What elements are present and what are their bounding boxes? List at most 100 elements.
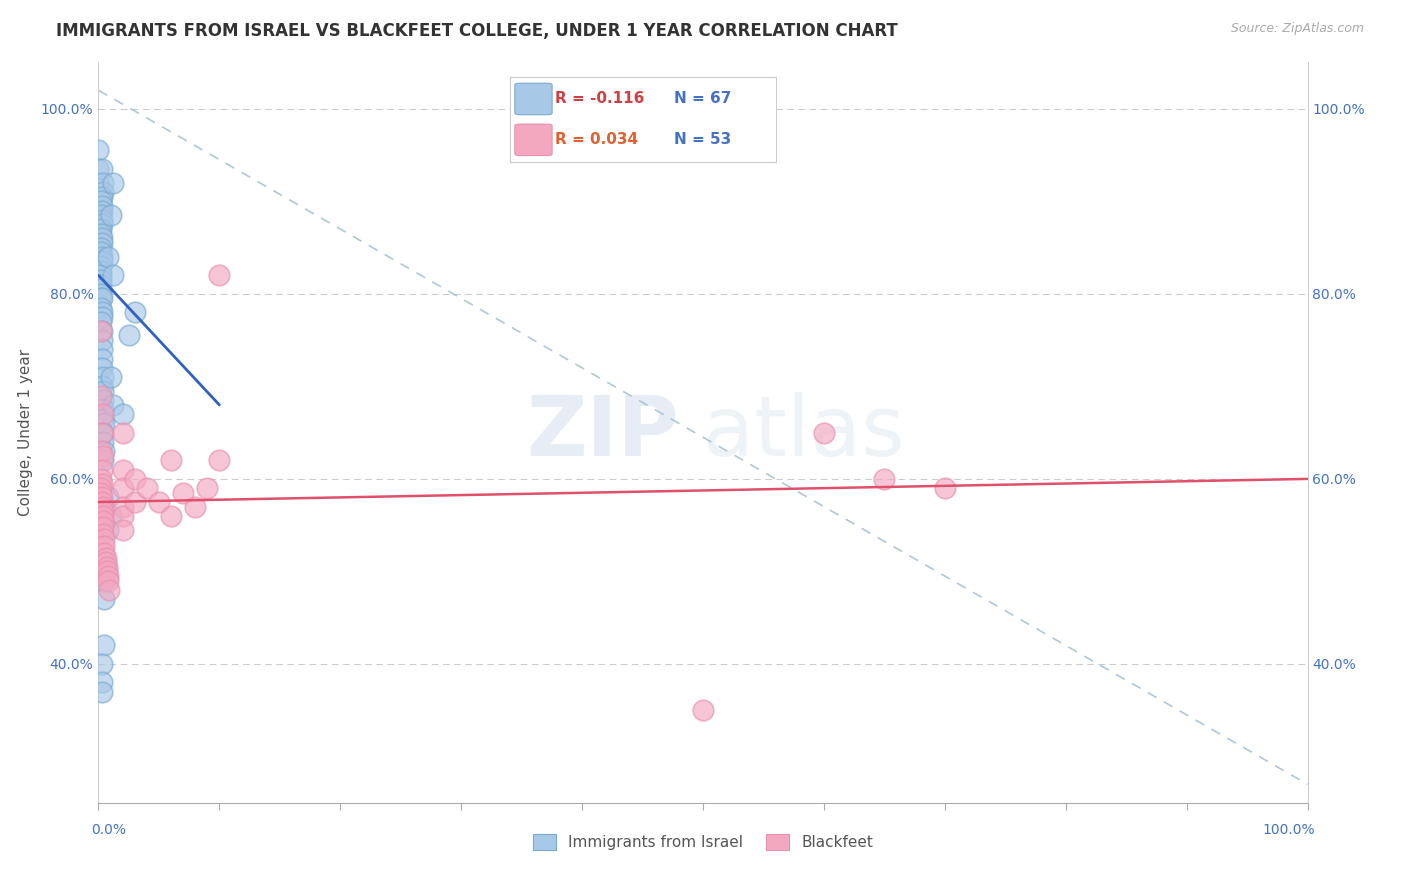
Point [91, 161, 114, 176]
Point [91, 185, 114, 199]
Point [91, 520, 114, 534]
Point [91, 189, 114, 203]
Point [90, 286, 112, 301]
Point [90, 277, 112, 292]
Point [94, 550, 117, 565]
Point [90, 240, 112, 255]
Point [93, 592, 115, 607]
Point [90, 485, 112, 500]
Point [93, 417, 115, 431]
Point [93, 555, 115, 569]
Point [91, 495, 114, 509]
Point [91, 250, 114, 264]
Point [93, 444, 115, 458]
Y-axis label: College, Under 1 year: College, Under 1 year [18, 349, 32, 516]
Point [90, 273, 112, 287]
Text: IMMIGRANTS FROM ISRAEL VS BLACKFEET COLLEGE, UNDER 1 YEAR CORRELATION CHART: IMMIGRANTS FROM ISRAEL VS BLACKFEET COLL… [56, 22, 898, 40]
Point [91, 212, 114, 227]
Point [90, 282, 112, 296]
Point [90, 222, 112, 236]
Point [93, 546, 115, 560]
Point [100, 208, 122, 222]
Point [87, 508, 110, 523]
Point [91, 370, 114, 384]
Point [91, 351, 114, 366]
Point [91, 434, 114, 449]
Point [96, 559, 118, 574]
Point [135, 481, 157, 495]
Point [93, 639, 115, 653]
Point [111, 523, 134, 537]
Point [91, 199, 114, 213]
Point [90, 472, 112, 486]
Point [90, 444, 112, 458]
Point [160, 453, 183, 467]
Point [97, 523, 120, 537]
Point [91, 476, 114, 491]
Point [91, 384, 114, 398]
Point [124, 472, 146, 486]
Point [934, 481, 956, 495]
Point [184, 500, 207, 514]
Point [111, 508, 134, 523]
Point [91, 500, 114, 514]
Point [91, 324, 114, 338]
Point [124, 305, 146, 319]
Text: atlas: atlas [703, 392, 904, 473]
Point [873, 472, 896, 486]
Point [148, 495, 170, 509]
Point [90, 301, 112, 315]
Point [91, 453, 114, 467]
Point [91, 254, 114, 268]
Point [124, 495, 146, 509]
Point [87, 176, 110, 190]
Point [91, 310, 114, 324]
Point [91, 203, 114, 218]
Point [91, 425, 114, 440]
Point [90, 263, 112, 277]
Point [90, 481, 112, 495]
Point [111, 425, 134, 440]
Point [91, 514, 114, 528]
Point [111, 481, 134, 495]
Point [91, 292, 114, 306]
Legend: Immigrants from Israel, Blackfeet: Immigrants from Israel, Blackfeet [526, 827, 880, 858]
Point [91, 305, 114, 319]
Point [94, 555, 117, 569]
Point [91, 504, 114, 518]
Point [160, 508, 183, 523]
Point [208, 453, 231, 467]
Point [90, 227, 112, 241]
Text: 100.0%: 100.0% [1263, 823, 1315, 837]
Point [91, 657, 114, 671]
Point [91, 425, 114, 440]
Point [100, 508, 122, 523]
Point [172, 485, 194, 500]
Point [90, 259, 112, 273]
Point [91, 449, 114, 463]
Point [208, 268, 231, 283]
Point [98, 582, 121, 597]
Point [87, 144, 110, 158]
Point [91, 379, 114, 393]
Text: 0.0%: 0.0% [91, 823, 127, 837]
Point [692, 703, 714, 717]
Point [91, 393, 114, 408]
Point [91, 235, 114, 250]
Point [90, 208, 112, 222]
Point [111, 462, 134, 476]
Point [87, 500, 110, 514]
Point [91, 402, 114, 417]
Point [91, 527, 114, 541]
Point [87, 161, 110, 176]
Point [111, 407, 134, 421]
Point [91, 462, 114, 476]
Point [90, 194, 112, 209]
Point [101, 268, 124, 283]
Point [90, 315, 112, 329]
Point [90, 268, 112, 283]
Point [97, 491, 120, 505]
Point [97, 574, 120, 588]
Text: ZIP: ZIP [526, 392, 679, 473]
Point [91, 491, 114, 505]
